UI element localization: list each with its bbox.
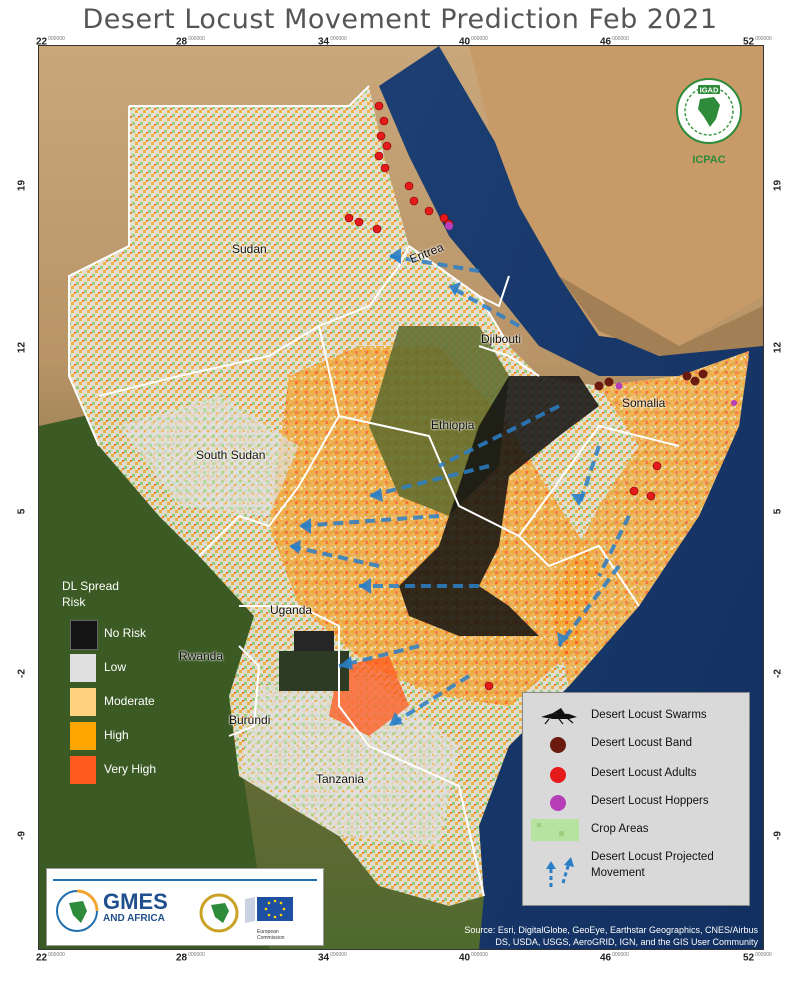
lat-tick-left-5: 5 [16,508,28,515]
locust-icon [541,708,577,725]
lon-tick-bottom-22: 22000000 [36,952,65,964]
igad-text: IGAD [700,86,719,95]
risk-item-low: Low [70,654,180,682]
label-tanzania: Tanzania [316,772,365,786]
risk-low-south-sudan [119,396,299,516]
lat-tick-left-12: 12 [16,341,28,354]
lat-tick-right-12: 12 [772,341,784,354]
symbol-legend: Desert Locust Swarms Desert Locust Band … [522,692,750,906]
legend-item-movement: Desert Locust Projected Movement [523,851,749,891]
legend-item-swarms: Desert Locust Swarms [523,705,749,729]
risk-legend-title-2: Risk [62,595,86,609]
legend-item-crop: Crop Areas [523,819,749,843]
risk-swatch-low [70,654,96,682]
logo-divider [53,879,317,881]
country-borders [68,85,680,897]
risk-swatch-no-risk [70,620,98,650]
lat-tick-left-m2: -2 [16,669,28,678]
lon-tick-bottom-28: 28000000 [176,952,205,964]
lon-tick-top-34: 34000000 [318,36,347,48]
label-rwanda: Rwanda [179,649,224,663]
lat-tick-right-19: 19 [772,179,784,192]
risk-legend: DL Spread Risk No Risk Low Moderate High… [62,578,172,788]
risk-swatch-moderate [70,688,96,716]
label-south-sudan: South Sudan [196,448,266,462]
label-ethiopia: Ethiopia [431,418,475,432]
legend-item-adults: Desert Locust Adults [523,763,749,787]
lon-tick-top-40: 40000000 [459,36,488,48]
label-sudan: Sudan [232,242,267,256]
crop-swatch-icon [531,819,579,841]
risk-swatch-high [70,722,96,750]
label-djibouti: Djibouti [481,332,522,346]
map-title: Desert Locust Movement Prediction Feb 20… [82,4,718,35]
risk-low-tanzania [239,676,459,846]
legend-item-hoppers: Desert Locust Hoppers [523,791,749,815]
adults-markers [344,101,662,691]
risk-swatch-very-high [70,756,96,784]
label-burundi: Burundi [229,713,271,727]
gmes-emblem-icon [56,889,99,932]
legend-item-band: Desert Locust Band [523,733,749,757]
risk-item-very-high: Very High [70,756,180,784]
risk-item-moderate: Moderate [70,688,180,716]
label-somalia: Somalia [622,396,666,410]
band-dot-icon [550,737,566,753]
risk-item-high: High [70,722,180,750]
yemen-coast [559,276,763,356]
lon-tick-top-52: 52000000 [743,36,772,48]
icpac-text: ICPAC [692,154,725,166]
adults-dot-icon [550,767,566,783]
band-markers [594,369,708,391]
eu-flag-icon [245,897,293,923]
lat-tick-right-5: 5 [772,508,784,515]
source-attribution: Source: Esri, DigitalGlobe, GeoEye, Eart… [464,925,758,947]
lon-tick-bottom-52: 52000000 [743,952,772,964]
movement-arrow-icon [546,857,574,887]
gmes-text: GMES [103,889,168,914]
no-risk-patch-2 [279,651,349,691]
hoppers-dot-icon [550,795,566,811]
lon-tick-bottom-40: 40000000 [459,952,488,964]
lat-tick-left-19: 19 [16,179,28,192]
lat-tick-right-m9: -9 [772,831,784,840]
lon-tick-bottom-46: 46000000 [600,952,629,964]
eu-caption: European Commission [257,929,285,941]
lon-tick-top-28: 28000000 [176,36,205,48]
risk-somalia [549,351,749,686]
african-union-emblem-icon [199,893,239,933]
lat-tick-left-m9: -9 [16,831,28,840]
swarm-cluster [399,376,599,636]
lon-tick-top-46: 46000000 [600,36,629,48]
label-uganda: Uganda [270,603,313,617]
igad-icpac-logo: IGAD ICPAC [670,75,748,167]
hoppers-markers [445,222,737,406]
lon-tick-top-22: 22000000 [36,36,65,48]
risk-legend-title-1: DL Spread [62,579,119,593]
movement-arrowheads [289,248,585,726]
partner-logos: GMES AND AFRICA European Commission [46,868,324,946]
lat-tick-right-m2: -2 [772,669,784,678]
gmes-subtext: AND AFRICA [103,913,165,924]
risk-item-no-risk: No Risk [70,620,180,650]
lon-tick-bottom-34: 34000000 [318,952,347,964]
